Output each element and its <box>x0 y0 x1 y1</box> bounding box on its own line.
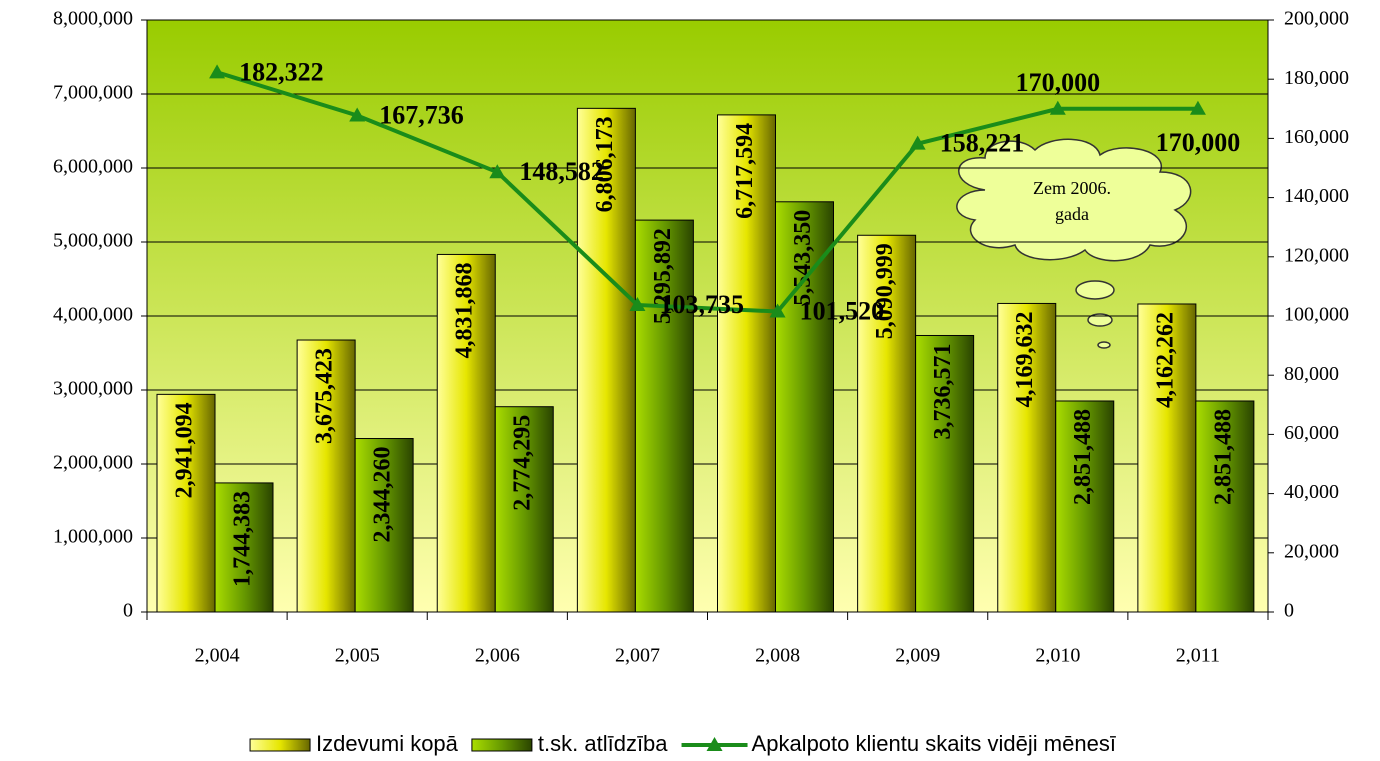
legend-label: t.sk. atlīdzība <box>538 731 668 756</box>
x-tick-label: 2,008 <box>755 645 800 667</box>
y-tick-label: 1,000,000 <box>53 526 133 548</box>
bar <box>296 339 356 613</box>
bar <box>717 114 776 613</box>
y-tick-label: 8,000,000 <box>53 8 133 30</box>
line-marker <box>629 296 646 311</box>
bar-value-label: 4,162,262 <box>1152 312 1178 408</box>
bar <box>214 482 274 613</box>
x-tick-label: 2,010 <box>1035 645 1080 667</box>
line-marker <box>769 303 786 318</box>
annotation-line: Zem 2006. <box>1033 178 1111 198</box>
x-tick-label: 2,009 <box>895 645 940 667</box>
line-marker <box>909 135 926 150</box>
line-marker <box>209 64 226 79</box>
y2-tick-label: 20,000 <box>1284 540 1339 562</box>
line-value-label: 170,000 <box>1016 68 1101 97</box>
y-tick-label: 2,000,000 <box>53 452 133 474</box>
bar <box>494 406 554 613</box>
bar <box>634 219 694 613</box>
bar <box>156 393 216 613</box>
bar-value-label: 2,344,260 <box>370 447 396 543</box>
line-value-label: 101,520 <box>800 296 885 325</box>
y2-tick-label: 200,000 <box>1284 8 1349 30</box>
legend-marker <box>706 737 723 751</box>
y2-tick-label: 140,000 <box>1284 185 1349 207</box>
line-value-label: 148,582 <box>519 157 604 186</box>
x-tick-label: 2,006 <box>475 645 520 667</box>
legend: Izdevumi kopā t.sk. atlīdzība Apkalpoto kl… <box>249 731 1117 756</box>
y-tick-label: 6,000,000 <box>53 156 133 178</box>
bar <box>915 334 975 613</box>
x-tick-label: 2,004 <box>195 645 240 667</box>
line-marker <box>489 164 506 179</box>
y2-tick-label: 100,000 <box>1284 304 1349 326</box>
bar <box>1137 303 1197 613</box>
bar-value-label: 5,090,999 <box>872 243 898 339</box>
thought-cloud <box>956 138 1192 349</box>
line-value-label: 167,736 <box>379 100 464 129</box>
y2-tick-label: 60,000 <box>1284 422 1339 444</box>
bar <box>1055 400 1115 613</box>
bar-value-label: 4,831,868 <box>452 262 478 358</box>
bar-value-label: 1,744,383 <box>230 491 256 587</box>
y2-tick-label: 180,000 <box>1284 67 1349 89</box>
y2-tick-label: 120,000 <box>1284 244 1349 266</box>
bar <box>576 107 636 613</box>
y2-tick-label: 40,000 <box>1284 481 1339 503</box>
x-tick-label: 2,005 <box>335 645 380 667</box>
line-value-label: 182,322 <box>239 57 324 86</box>
line-marker <box>349 107 366 122</box>
legend-swatch <box>249 738 311 752</box>
bar-value-label: 3,736,571 <box>930 343 956 439</box>
y-tick-label: 5,000,000 <box>53 230 133 252</box>
bar <box>857 234 917 613</box>
y-tick-label: 4,000,000 <box>53 304 133 326</box>
bar <box>1195 400 1255 613</box>
legend-item: t.sk. atlīdzība <box>471 731 668 756</box>
annotation-line: gada <box>1055 204 1089 224</box>
line-marker <box>1189 100 1206 115</box>
bar <box>436 253 496 613</box>
bar-value-label: 3,675,423 <box>312 348 338 444</box>
bar <box>354 438 414 613</box>
y-tick-label: 3,000,000 <box>53 378 133 400</box>
line <box>216 70 1198 314</box>
bar-value-label: 2,851,488 <box>1070 409 1096 505</box>
line-value-label: 158,221 <box>940 129 1025 158</box>
y-tick-label: 0 <box>123 600 133 622</box>
bar-value-label: 6,717,594 <box>732 123 758 219</box>
x-tick-label: 2,007 <box>615 645 660 667</box>
line-value-label: 103,735 <box>659 290 744 319</box>
legend-label: Izdevumi kopā <box>316 731 459 756</box>
bar-value-label: 2,851,488 <box>1210 409 1236 505</box>
bar-value-label: 4,169,632 <box>1012 311 1038 407</box>
y-tick-label: 7,000,000 <box>53 82 133 104</box>
y2-tick-label: 160,000 <box>1284 126 1349 148</box>
legend-item: Apkalpoto klientu skaits vidēji mēnesī <box>681 731 1117 756</box>
legend-label: Apkalpoto klientu skaits vidēji mēnesī <box>752 731 1117 756</box>
bar <box>775 201 834 613</box>
legend-swatch <box>471 738 533 752</box>
bar-value-label: 2,941,094 <box>172 402 198 498</box>
legend-item: Izdevumi kopā <box>249 731 459 756</box>
line-marker <box>1049 100 1066 115</box>
bar-value-label: 2,774,295 <box>510 415 536 511</box>
bar-value-label: 6,806,173 <box>592 116 618 212</box>
x-tick-label: 2,011 <box>1176 645 1220 667</box>
annotation: Zem 2006. gada <box>1033 178 1111 224</box>
line-value-label: 170,000 <box>1156 128 1241 157</box>
y2-tick-label: 80,000 <box>1284 363 1339 385</box>
bar <box>997 302 1057 613</box>
y2-tick-label: 0 <box>1284 600 1294 622</box>
